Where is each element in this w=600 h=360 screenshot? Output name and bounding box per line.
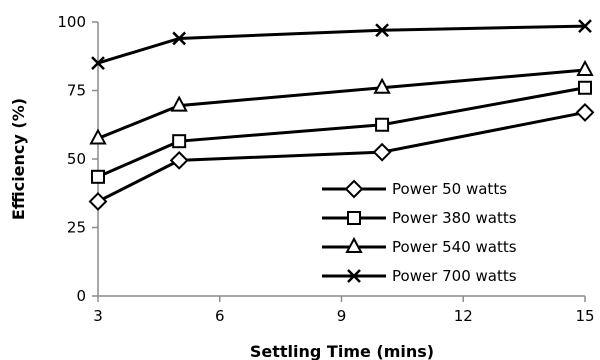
series-line: [97, 86, 586, 179]
y-tick-label: 100: [57, 13, 86, 31]
data-point: [91, 56, 105, 70]
series-layer: [88, 19, 595, 211]
y-axis-title: Efficiency (%): [9, 98, 28, 220]
data-point: [172, 31, 187, 46]
legend-item: Power 50 watts: [322, 179, 507, 199]
data-point: [373, 77, 391, 94]
series-line: [97, 24, 586, 65]
data-point: [91, 169, 105, 184]
x-tick-label: 12: [454, 307, 473, 325]
data-point: [575, 103, 595, 122]
series-3: [89, 59, 594, 145]
y-tick-label: 50: [67, 150, 86, 168]
legend-item: Power 380 watts: [322, 209, 517, 227]
data-point: [576, 59, 594, 76]
legend-item: Power 700 watts: [322, 267, 517, 285]
series-line: [97, 110, 586, 203]
x-axis-title: Settling Time (mins): [250, 342, 434, 360]
legend-swatch-marker: [347, 269, 361, 283]
series-1: [88, 103, 595, 211]
legend-label: Power 540 watts: [392, 238, 517, 256]
data-point: [89, 128, 107, 145]
axes: [92, 21, 586, 302]
legend-swatch-marker: [344, 179, 364, 199]
data-point: [172, 134, 187, 149]
legend-swatch-marker: [347, 211, 361, 225]
x-tick-label: 6: [215, 307, 225, 325]
legend-item: Power 540 watts: [322, 236, 517, 256]
data-point: [88, 192, 108, 211]
legend: Power 50 watts Power 380 watts Power 540 w…: [322, 179, 517, 285]
data-point: [372, 142, 392, 162]
x-tick-label: 9: [337, 307, 347, 325]
data-point: [169, 150, 189, 170]
tick-labels: 0 25 50 75 100 3 6 9 12 15: [57, 13, 594, 325]
y-tick-label: 0: [76, 287, 86, 305]
x-tick-label: 3: [93, 307, 103, 325]
legend-label: Power 50 watts: [392, 180, 507, 198]
data-point: [375, 117, 390, 132]
data-point: [375, 23, 389, 38]
series-line: [97, 68, 586, 140]
series-2: [91, 80, 592, 184]
data-point: [578, 80, 592, 95]
y-tick-label: 25: [67, 219, 86, 237]
y-tick-label: 75: [67, 82, 86, 100]
data-point: [170, 95, 188, 112]
data-point: [578, 19, 592, 33]
legend-label: Power 700 watts: [392, 267, 517, 285]
legend-label: Power 380 watts: [392, 209, 517, 227]
legend-swatch-marker: [345, 236, 363, 253]
series-4: [91, 19, 592, 70]
x-tick-label: 15: [575, 307, 594, 325]
